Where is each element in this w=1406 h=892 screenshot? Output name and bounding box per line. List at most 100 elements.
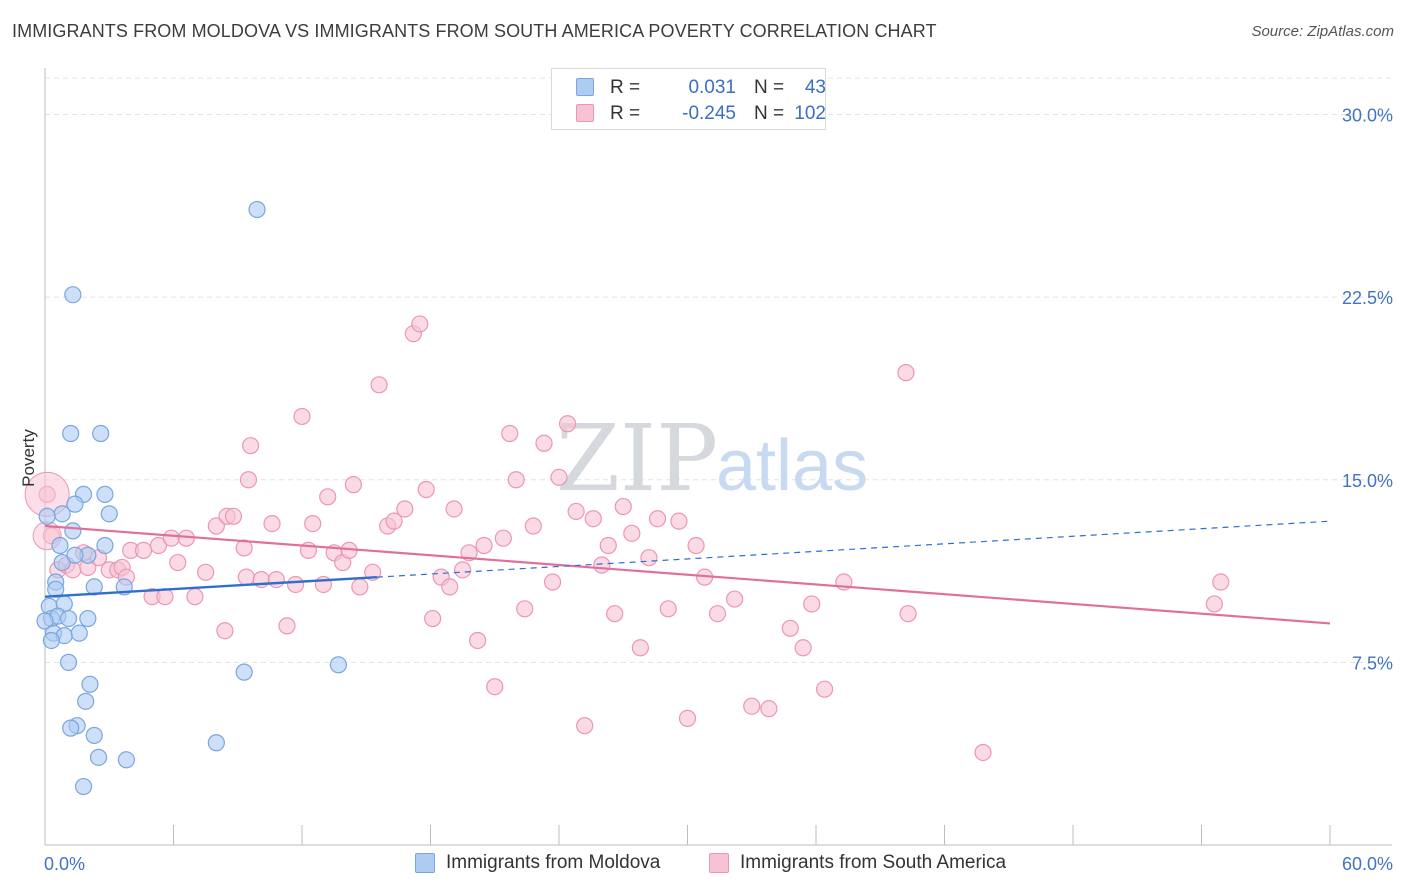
data-point-moldova[interactable] bbox=[62, 424, 80, 443]
data-point-south-america[interactable] bbox=[162, 529, 180, 547]
data-point-south-america[interactable] bbox=[899, 605, 917, 623]
data-point-south-america[interactable] bbox=[242, 437, 260, 455]
data-point-south-america[interactable] bbox=[558, 415, 577, 433]
data-point-south-america[interactable] bbox=[543, 573, 562, 591]
data-point-south-america[interactable] bbox=[897, 364, 915, 382]
data-point-south-america[interactable] bbox=[351, 578, 369, 596]
data-point-south-america[interactable] bbox=[501, 424, 519, 443]
data-point-moldova[interactable] bbox=[36, 612, 54, 630]
data-point-south-america[interactable] bbox=[239, 471, 258, 489]
data-point-south-america[interactable] bbox=[1212, 573, 1230, 591]
data-point-south-america[interactable] bbox=[599, 536, 617, 555]
data-point-south-america[interactable] bbox=[278, 617, 296, 635]
data-point-south-america[interactable] bbox=[216, 622, 234, 640]
data-point-south-america[interactable] bbox=[370, 376, 388, 394]
data-point-south-america[interactable] bbox=[385, 512, 403, 530]
data-point-south-america[interactable] bbox=[293, 407, 311, 426]
data-point-moldova[interactable] bbox=[62, 719, 80, 737]
data-point-south-america[interactable] bbox=[286, 575, 305, 594]
data-point-south-america[interactable] bbox=[743, 697, 761, 715]
data-point-south-america[interactable] bbox=[760, 700, 778, 718]
data-point-moldova[interactable] bbox=[47, 580, 65, 598]
data-point-south-america[interactable] bbox=[678, 709, 697, 727]
data-point-moldova[interactable] bbox=[207, 734, 225, 752]
data-point-south-america[interactable] bbox=[670, 512, 688, 530]
data-point-moldova[interactable] bbox=[89, 748, 108, 766]
data-point-south-america[interactable] bbox=[267, 570, 285, 589]
data-point-south-america[interactable] bbox=[576, 717, 594, 735]
data-point-south-america[interactable] bbox=[648, 510, 667, 528]
data-point-south-america[interactable] bbox=[396, 500, 414, 518]
data-point-south-america[interactable] bbox=[319, 488, 337, 506]
data-point-south-america[interactable] bbox=[550, 468, 568, 486]
data-point-south-america[interactable] bbox=[441, 578, 459, 596]
data-point-south-america[interactable] bbox=[454, 561, 472, 579]
data-point-moldova[interactable] bbox=[100, 505, 118, 523]
data-point-moldova[interactable] bbox=[329, 656, 348, 674]
data-point-south-america[interactable] bbox=[524, 517, 542, 535]
data-point-moldova[interactable] bbox=[77, 692, 95, 710]
data-point-south-america[interactable] bbox=[815, 680, 834, 698]
data-point-moldova[interactable] bbox=[38, 507, 56, 525]
data-point-moldova[interactable] bbox=[59, 653, 78, 671]
data-point-south-america[interactable] bbox=[207, 517, 225, 535]
data-point-south-america[interactable] bbox=[631, 639, 649, 657]
data-point-south-america[interactable] bbox=[134, 541, 153, 559]
data-point-south-america[interactable] bbox=[445, 500, 463, 518]
data-point-south-america[interactable] bbox=[475, 536, 493, 555]
data-point-south-america[interactable] bbox=[803, 595, 821, 613]
data-point-moldova[interactable] bbox=[64, 522, 82, 540]
data-point-south-america[interactable] bbox=[235, 539, 253, 557]
data-point-south-america[interactable] bbox=[606, 605, 624, 623]
data-point-south-america[interactable] bbox=[584, 510, 602, 528]
data-point-south-america[interactable] bbox=[516, 600, 534, 618]
data-point-moldova[interactable] bbox=[66, 495, 84, 513]
data-point-south-america[interactable] bbox=[659, 600, 677, 618]
data-point-moldova[interactable] bbox=[96, 485, 114, 503]
data-point-south-america[interactable] bbox=[411, 315, 429, 333]
data-point-south-america[interactable] bbox=[469, 631, 487, 650]
data-point-south-america[interactable] bbox=[781, 619, 799, 637]
data-point-moldova[interactable] bbox=[64, 286, 82, 304]
data-point-moldova[interactable] bbox=[81, 675, 99, 693]
data-point-moldova[interactable] bbox=[53, 553, 71, 572]
data-point-moldova[interactable] bbox=[70, 624, 88, 642]
data-point-moldova[interactable] bbox=[248, 200, 266, 219]
data-point-south-america[interactable] bbox=[687, 536, 705, 555]
data-point-south-america[interactable] bbox=[794, 639, 812, 657]
data-point-south-america[interactable] bbox=[186, 588, 204, 606]
data-point-moldova[interactable] bbox=[85, 726, 103, 745]
data-point-moldova[interactable] bbox=[92, 424, 110, 443]
data-point-south-america[interactable] bbox=[1205, 595, 1223, 613]
data-point-south-america[interactable] bbox=[263, 514, 281, 533]
data-point-south-america[interactable] bbox=[197, 563, 215, 581]
data-point-south-america[interactable] bbox=[344, 476, 362, 494]
data-point-south-america[interactable] bbox=[614, 497, 632, 516]
data-point-moldova[interactable] bbox=[51, 536, 69, 555]
data-point-south-america[interactable] bbox=[507, 471, 525, 489]
data-point-south-america[interactable] bbox=[169, 553, 187, 572]
data-point-moldova[interactable] bbox=[66, 546, 84, 564]
data-point-south-america[interactable] bbox=[424, 609, 442, 628]
data-point-moldova[interactable] bbox=[42, 631, 61, 650]
data-point-south-america[interactable] bbox=[417, 480, 435, 499]
data-point-south-america[interactable] bbox=[486, 678, 504, 696]
data-point-moldova[interactable] bbox=[235, 663, 253, 681]
data-point-moldova[interactable] bbox=[74, 777, 93, 796]
data-point-south-america[interactable] bbox=[567, 502, 585, 521]
data-point-south-america[interactable] bbox=[708, 605, 727, 623]
data-point-moldova[interactable] bbox=[96, 536, 114, 555]
data-point-south-america[interactable] bbox=[304, 514, 322, 533]
data-point-south-america[interactable] bbox=[149, 536, 168, 555]
data-point-south-america[interactable] bbox=[224, 507, 243, 525]
data-point-south-america[interactable] bbox=[974, 743, 992, 762]
data-point-south-america[interactable] bbox=[623, 524, 641, 542]
data-point-moldova[interactable] bbox=[117, 751, 135, 769]
data-point-south-america[interactable] bbox=[726, 590, 744, 608]
data-point-moldova[interactable] bbox=[59, 609, 78, 628]
data-point-south-america[interactable] bbox=[535, 434, 553, 452]
data-point-south-america[interactable] bbox=[494, 529, 512, 547]
data-point-south-america[interactable] bbox=[640, 549, 658, 567]
data-point-south-america[interactable] bbox=[593, 556, 611, 574]
data-point-south-america[interactable] bbox=[237, 568, 255, 586]
